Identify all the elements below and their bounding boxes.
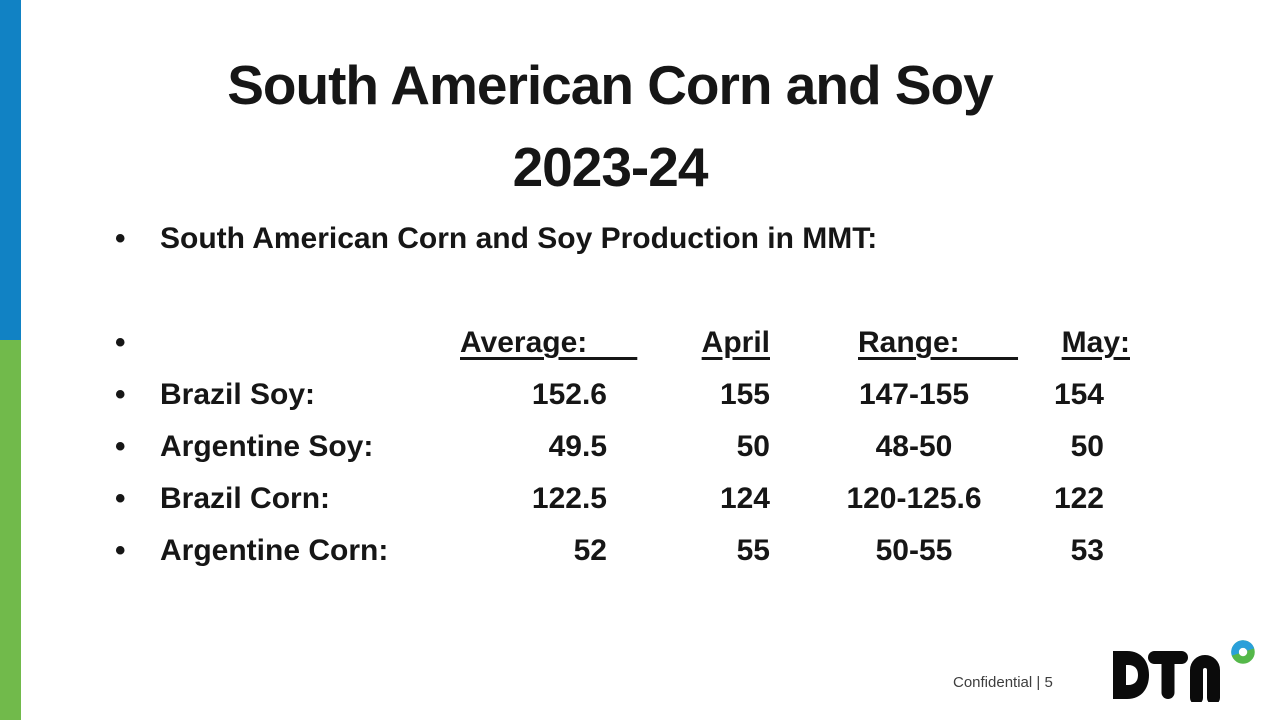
cell-range: 120-125.6: [846, 482, 982, 515]
bullet-marker: •: [115, 482, 126, 515]
left-accent-bar-blue: [0, 0, 21, 340]
column-header-range-label: Range:: [858, 326, 1019, 359]
bullet-marker: •: [115, 534, 126, 567]
dtn-letter-t: [1148, 651, 1188, 699]
cell-may: 53: [1070, 534, 1104, 567]
confidential-footer: Confidential | 5: [953, 674, 1053, 691]
intro-text: South American Corn and Soy Production i…: [160, 222, 878, 255]
bullet-marker: •: [115, 430, 126, 463]
cell-may: 122: [1053, 482, 1104, 515]
cell-average: 152.6: [531, 378, 607, 411]
cell-may: 154: [1053, 378, 1104, 411]
row-label: Argentine Corn:: [160, 534, 389, 567]
bullet-marker: •: [115, 326, 126, 359]
row-label: Brazil Soy:: [160, 378, 316, 411]
slide-title-line1: South American Corn and Soy: [227, 54, 994, 116]
column-header-may-label: May:: [1061, 326, 1130, 359]
column-header-range: Range:: [770, 317, 1040, 369]
cell-range: 50-55: [875, 534, 953, 567]
dtn-logo: [1110, 638, 1260, 705]
dtn-letter-n: [1190, 655, 1220, 705]
blank-line: [115, 265, 1130, 317]
cell-april: 55: [736, 534, 770, 567]
dtn-logo-graphic: [1113, 640, 1255, 705]
dtn-letter-d: [1113, 651, 1149, 699]
cell-range: 48-50: [875, 430, 953, 463]
cell-may: 50: [1070, 430, 1104, 463]
dtn-ring-icon: [1231, 640, 1255, 664]
cell-average: 49.5: [548, 430, 607, 463]
column-header-average: Average:: [460, 317, 610, 369]
cell-april: 155: [719, 378, 770, 411]
column-header-may: May:: [1040, 317, 1130, 369]
cell-average: 52: [573, 534, 607, 567]
column-header-april: April: [610, 317, 770, 369]
slide-title-line2: 2023-24: [512, 136, 709, 198]
left-accent-bar-green: [0, 340, 21, 720]
cell-average: 122.5: [531, 482, 607, 515]
slide-title: South American Corn and Soy 2023-24: [100, 44, 1120, 208]
cell-april: 50: [736, 430, 770, 463]
cell-range: 147-155: [858, 378, 970, 411]
row-label: Argentine Soy:: [160, 430, 374, 463]
column-header-april-label: April: [701, 326, 770, 359]
header-spacer: [160, 317, 460, 369]
bullet-marker: •: [115, 222, 126, 255]
row-label: Brazil Corn:: [160, 482, 331, 515]
slide-body: • South American Corn and Soy Production…: [115, 213, 1130, 577]
bullet-marker: •: [115, 378, 126, 411]
column-header-average-label: Average:: [460, 326, 638, 359]
cell-april: 124: [719, 482, 770, 515]
